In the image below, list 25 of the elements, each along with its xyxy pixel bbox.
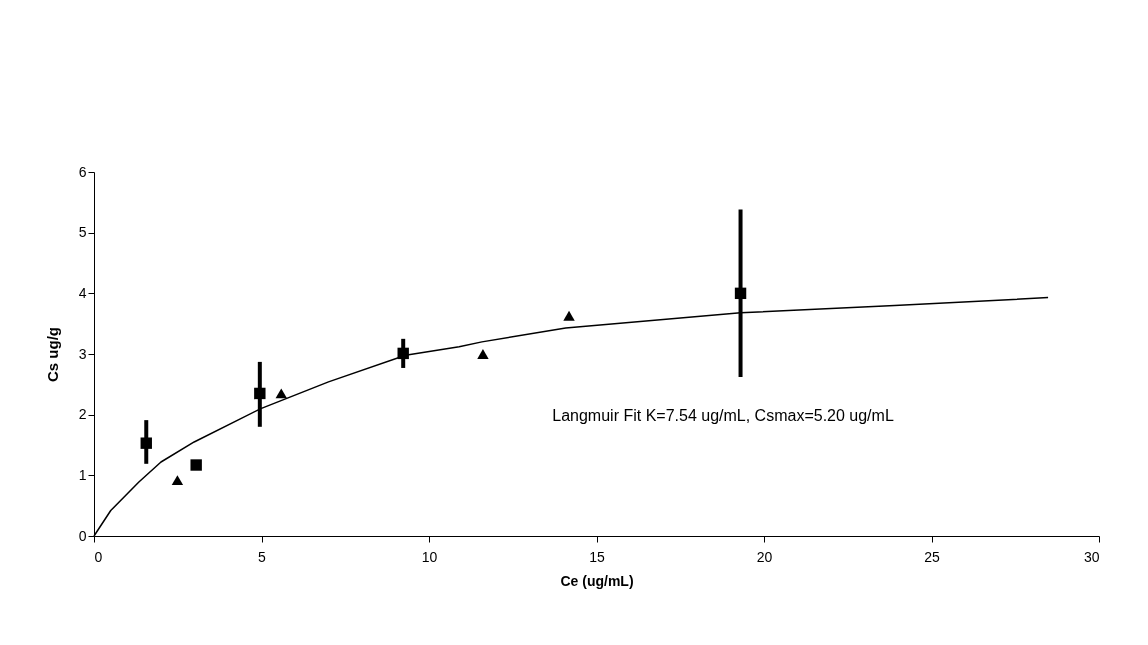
- y-tick-label: 6: [78, 163, 87, 180]
- point: [254, 387, 266, 400]
- annotation: Langmuir Fit K=7.54 ug/mL, Csmax=5.20 ug/mL: [552, 406, 894, 424]
- y-axis-title: Cs ug/g: [43, 327, 61, 382]
- y-tick-label: 5: [78, 224, 87, 241]
- point: [734, 287, 747, 300]
- y-tick-label: 1: [78, 466, 87, 483]
- point: [140, 437, 152, 449]
- point: [563, 310, 575, 321]
- x-tick-label: 20: [756, 548, 773, 565]
- x-tick-label: 0: [94, 548, 103, 565]
- point: [171, 475, 184, 486]
- x-axis-title: Ce (ug/mL): [560, 572, 634, 589]
- y-tick-label: 2: [78, 406, 87, 423]
- x-tick-label: 10: [421, 548, 438, 565]
- x-tick-label: 15: [589, 548, 605, 565]
- x-tick-label: 5: [258, 548, 267, 565]
- x-tick-label: 30: [1083, 548, 1100, 565]
- y-tick-label: 4: [78, 284, 87, 301]
- y-tick-label: 0: [78, 527, 87, 544]
- x-tick-label: 25: [924, 548, 940, 565]
- y-tick-label: 3: [78, 345, 87, 362]
- point: [275, 388, 287, 399]
- point: [190, 459, 202, 471]
- point: [477, 349, 489, 359]
